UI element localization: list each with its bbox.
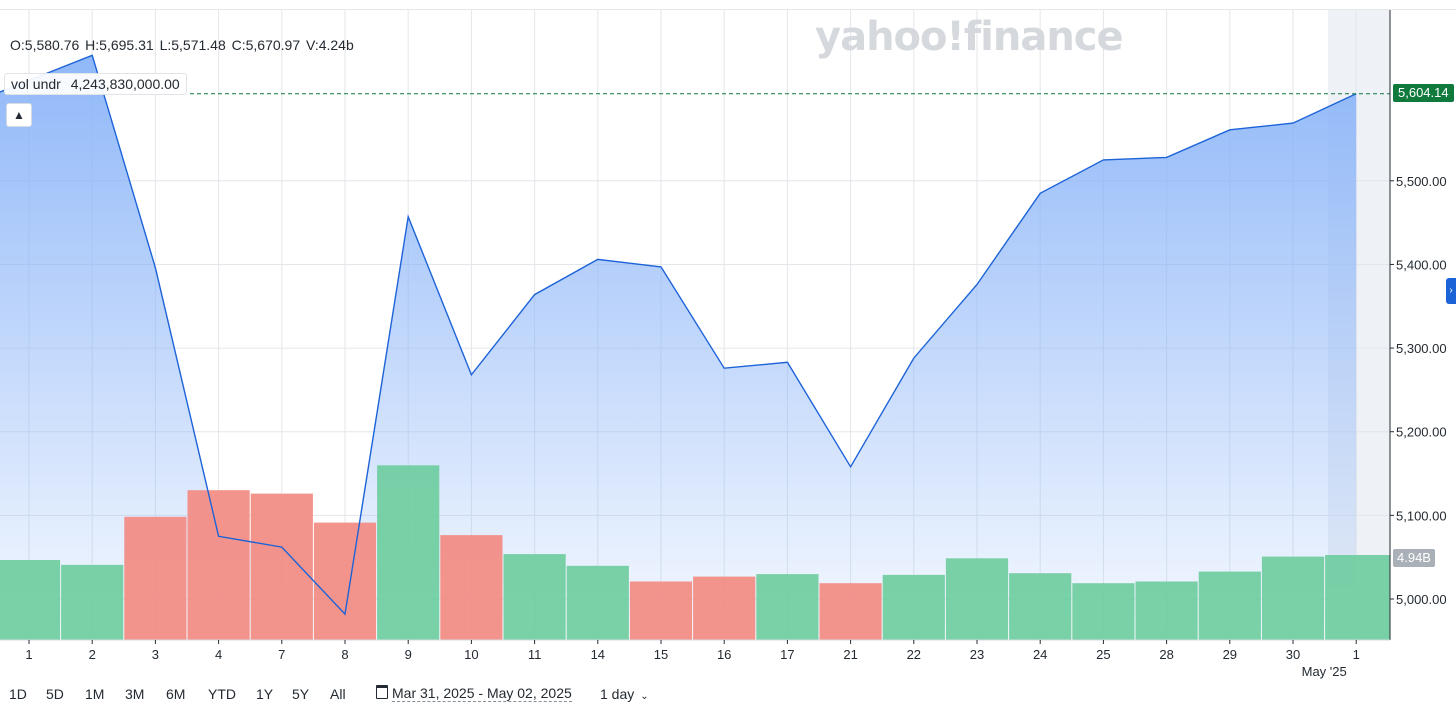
open-value: O:5,580.76 xyxy=(10,37,80,53)
volume-indicator-value: 4,243,830,000.00 xyxy=(70,76,180,92)
volume-bar[interactable] xyxy=(124,516,187,640)
current-volume-tag: 4.94B xyxy=(1393,549,1435,567)
volume-bar[interactable] xyxy=(693,576,756,640)
price-area xyxy=(0,55,1357,641)
top-divider xyxy=(0,9,1456,10)
range-5y-button[interactable]: 5Y xyxy=(292,686,310,702)
date-range-picker[interactable]: Mar 31, 2025 - May 02, 2025 xyxy=(376,685,572,702)
range-1y-button[interactable]: 1Y xyxy=(256,686,274,702)
interval-value: 1 day xyxy=(600,686,635,702)
volume-bar[interactable] xyxy=(377,465,440,640)
volume-bar[interactable] xyxy=(440,535,503,640)
volume-bar[interactable] xyxy=(187,490,250,640)
range-toolbar: 1D 5D 1M 3M 6M YTD 1Y 5Y All Mar 31, 202… xyxy=(0,684,900,708)
x-tick-label: 22 xyxy=(907,647,921,662)
volume-bar[interactable] xyxy=(1135,581,1198,641)
x-tick-label: 2 xyxy=(89,647,96,662)
volume-bar[interactable] xyxy=(1261,556,1325,640)
x-tick-label: 1 xyxy=(25,647,32,662)
volume-bar[interactable] xyxy=(313,522,377,640)
volume-bar[interactable] xyxy=(1198,571,1261,640)
x-tick-label: 24 xyxy=(1033,647,1047,662)
range-1d-button[interactable]: 1D xyxy=(9,686,27,702)
y-tick-label: 5,400.00 xyxy=(1396,257,1447,272)
volume-bar[interactable] xyxy=(819,583,882,640)
close-value: C:5,670.97 xyxy=(231,37,301,53)
chevron-up-icon: ▲ xyxy=(13,108,25,122)
x-tick-label: 1 xyxy=(1353,647,1360,662)
volume-bar[interactable] xyxy=(756,574,819,640)
x-tick-label: 10 xyxy=(464,647,478,662)
x-tick-label: 14 xyxy=(591,647,605,662)
range-1m-button[interactable]: 1M xyxy=(85,686,105,702)
volume-bar[interactable] xyxy=(945,558,1009,640)
current-price-tag: 5,604.14 xyxy=(1393,84,1454,102)
chevron-down-icon: ⌄ xyxy=(640,691,649,702)
x-tick-label: 8 xyxy=(341,647,348,662)
calendar-icon xyxy=(376,685,388,699)
volume-indicator-label[interactable]: vol undr 4,243,830,000.00 xyxy=(4,73,187,95)
volume-bar[interactable] xyxy=(0,560,61,640)
range-all-button[interactable]: All xyxy=(330,686,346,702)
volume-bar[interactable] xyxy=(61,564,124,640)
y-tick-label: 5,500.00 xyxy=(1396,174,1447,189)
x-tick-label: 9 xyxy=(405,647,412,662)
expand-panel-button[interactable]: › xyxy=(1446,278,1456,304)
range-6m-button[interactable]: 6M xyxy=(166,686,186,702)
volume-bar[interactable] xyxy=(882,574,945,640)
x-tick-label: 28 xyxy=(1159,647,1173,662)
x-tick-label: 7 xyxy=(278,647,285,662)
interval-select[interactable]: 1 day ⌄ xyxy=(600,686,649,702)
price-line[interactable] xyxy=(0,54,1357,616)
range-5d-button[interactable]: 5D xyxy=(46,686,64,702)
price-chart[interactable]: 5,000.00 5,100.00 5,200.00 5,300.00 5,400.00… xyxy=(0,0,1456,684)
volume-bar[interactable] xyxy=(1072,583,1135,640)
y-tick-label: 5,000.00 xyxy=(1396,592,1447,607)
high-value: H:5,695.31 xyxy=(85,37,154,53)
volume-value: V:4.24b xyxy=(306,37,354,53)
x-tick-label: 30 xyxy=(1286,647,1300,662)
low-value: L:5,571.48 xyxy=(159,37,226,53)
y-tick-label: 5,300.00 xyxy=(1396,341,1447,356)
y-tick-label: 5,100.00 xyxy=(1396,508,1447,523)
x-tick-label: 15 xyxy=(654,647,668,662)
x-tick-label: 29 xyxy=(1223,647,1237,662)
x-tick-label: 25 xyxy=(1096,647,1110,662)
x-tick-label: 16 xyxy=(717,647,731,662)
volume-bar[interactable] xyxy=(1009,573,1072,640)
volume-bar[interactable] xyxy=(566,565,629,640)
collapse-button[interactable]: ▲ xyxy=(6,103,32,127)
range-ytd-button[interactable]: YTD xyxy=(208,686,236,702)
x-tick-label: 11 xyxy=(528,647,542,662)
date-range-text: Mar 31, 2025 - May 02, 2025 xyxy=(392,685,572,702)
volume-bar[interactable] xyxy=(629,581,693,641)
volume-indicator-name: vol undr xyxy=(11,76,61,92)
chevron-right-icon: › xyxy=(1449,285,1453,296)
x-tick-label: 3 xyxy=(152,647,159,662)
month-label: May '25 xyxy=(1302,664,1347,679)
volume-bar[interactable] xyxy=(250,493,313,640)
x-tick-label: 23 xyxy=(970,647,984,662)
yahoo-finance-logo: yahoo!finance xyxy=(815,14,1124,60)
x-tick-label: 21 xyxy=(843,647,857,662)
x-tick-label: 17 xyxy=(780,647,794,662)
x-tick-label: 4 xyxy=(215,647,222,662)
ohlc-readout: O:5,580.76 H:5,695.31 L:5,571.48 C:5,670… xyxy=(10,37,356,53)
volume-bar[interactable] xyxy=(1325,555,1390,640)
range-3m-button[interactable]: 3M xyxy=(125,686,145,702)
volume-bar[interactable] xyxy=(503,554,566,640)
y-tick-label: 5,200.00 xyxy=(1396,425,1447,440)
